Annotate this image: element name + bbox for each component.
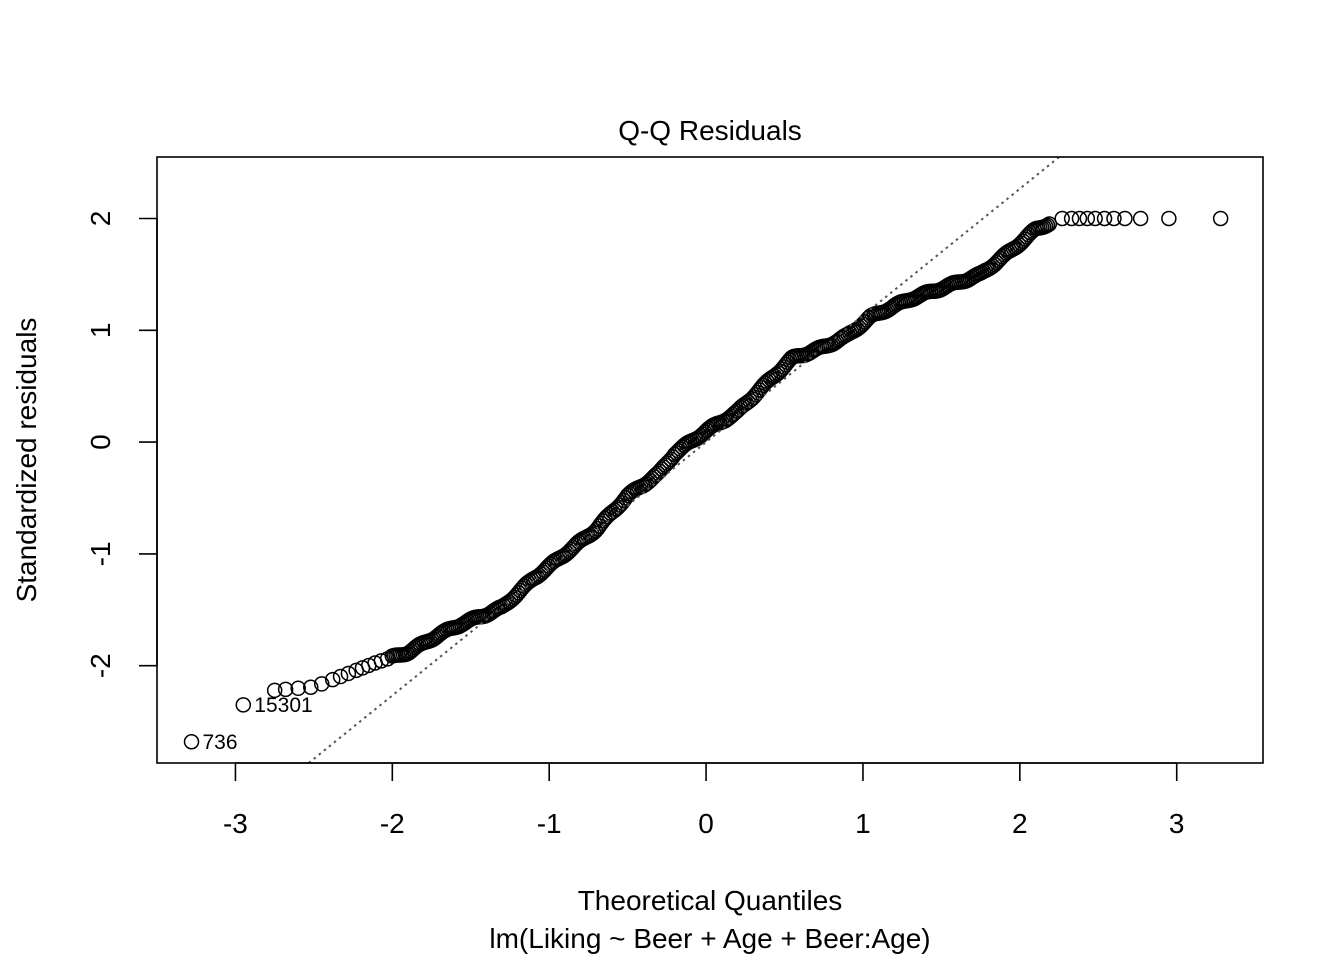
data-point xyxy=(324,671,341,688)
outlier-labels: 736 15301 xyxy=(203,694,313,754)
outlier-label-736: 736 xyxy=(203,731,238,754)
data-point xyxy=(1071,210,1088,227)
data-point xyxy=(1054,210,1070,227)
y-tick-label: -2 xyxy=(85,653,116,678)
data-point xyxy=(332,668,349,685)
x-axis-label: Theoretical Quantiles xyxy=(578,885,843,916)
chart-title: Q-Q Residuals xyxy=(618,115,802,146)
model-formula-subtitle: lm(Liking ~ Beer + Age + Beer:Age) xyxy=(489,923,930,954)
y-tick-label: -1 xyxy=(85,541,116,566)
data-points xyxy=(183,210,1229,750)
y-axis: -2 -1 0 1 2 xyxy=(85,211,158,678)
data-point xyxy=(1096,210,1113,227)
x-tick-label: -2 xyxy=(380,808,405,839)
y-axis-label: Standardized residuals xyxy=(11,318,42,603)
x-axis: -3 -2 -1 0 1 2 3 xyxy=(223,762,1185,839)
x-tick-label: 2 xyxy=(1012,808,1028,839)
data-point xyxy=(266,682,283,699)
data-point xyxy=(1106,210,1122,227)
data-point xyxy=(340,665,357,682)
x-tick-label: 1 xyxy=(855,808,871,839)
reference-line-path xyxy=(308,156,1060,764)
x-tick-label: 0 xyxy=(698,808,714,839)
data-point xyxy=(1087,210,1103,227)
x-tick-label: 3 xyxy=(1169,808,1185,839)
data-point xyxy=(277,681,294,698)
data-point xyxy=(589,520,606,537)
data-point xyxy=(302,679,319,695)
reference-line xyxy=(308,156,1060,764)
data-point xyxy=(1041,216,1058,232)
data-point xyxy=(1039,217,1056,233)
y-tick-label: 2 xyxy=(85,211,116,227)
x-tick-label: -1 xyxy=(537,808,562,839)
y-tick-label: 0 xyxy=(85,434,116,450)
outlier-point-736 xyxy=(183,734,200,750)
y-tick-label: 1 xyxy=(85,323,116,339)
data-point xyxy=(313,676,330,692)
data-point xyxy=(1079,210,1096,227)
data-point xyxy=(1212,210,1229,227)
data-point xyxy=(290,680,306,697)
outlier-point-15301 xyxy=(235,697,252,713)
outlier-label-15301: 15301 xyxy=(254,694,312,717)
data-point xyxy=(1117,210,1133,227)
x-tick-label: -3 xyxy=(223,808,248,839)
data-point xyxy=(1063,210,1080,227)
data-point xyxy=(1161,210,1177,227)
plot-frame xyxy=(156,156,1264,764)
data-point xyxy=(1132,210,1149,227)
